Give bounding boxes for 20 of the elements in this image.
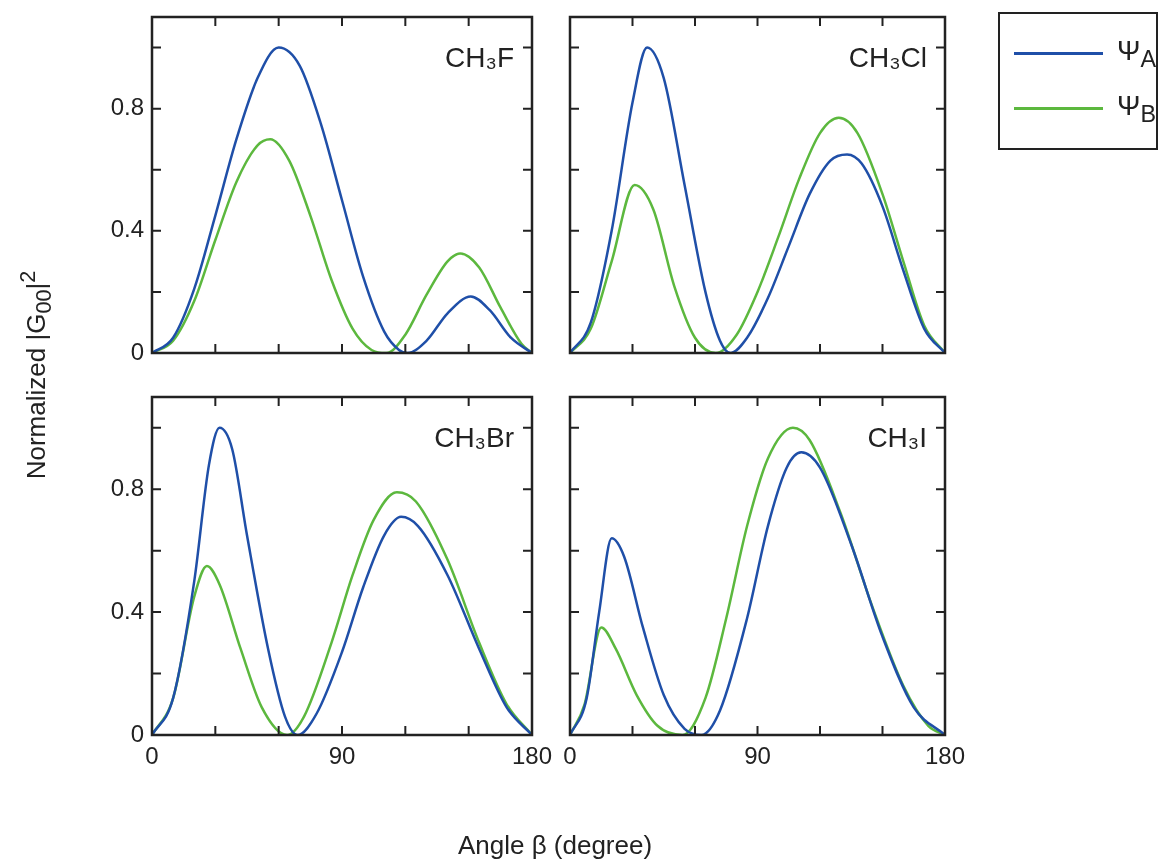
- x-tick-label: 180: [511, 741, 553, 769]
- text: CH₃Br: [434, 422, 514, 453]
- line-series: [152, 426, 532, 735]
- text: CH₃F: [445, 42, 514, 73]
- text: CH₃Cl: [848, 42, 927, 73]
- legend-label: Ψ$_{A}$: [1117, 34, 1156, 73]
- y-tick-label: 0: [130, 719, 144, 747]
- x-tick-label: 0: [563, 741, 577, 769]
- legend-label: Ψ$_{B}$: [1117, 89, 1156, 128]
- x-tick-label: 90: [744, 741, 771, 769]
- y-tick-label: 0.4: [110, 215, 144, 243]
- line-series: [152, 46, 532, 353]
- y-tick-label: 0.4: [110, 596, 144, 624]
- x-tick-label: 180: [924, 741, 966, 769]
- y-tick-label: 0: [130, 337, 144, 365]
- x-tick-label: 90: [328, 741, 356, 769]
- text: CH₃I: [867, 422, 927, 453]
- x-axis-title: Angle β (degree): [457, 829, 653, 861]
- y-tick-label: 0.8: [110, 473, 144, 501]
- y-tick-label: 0.8: [110, 93, 144, 121]
